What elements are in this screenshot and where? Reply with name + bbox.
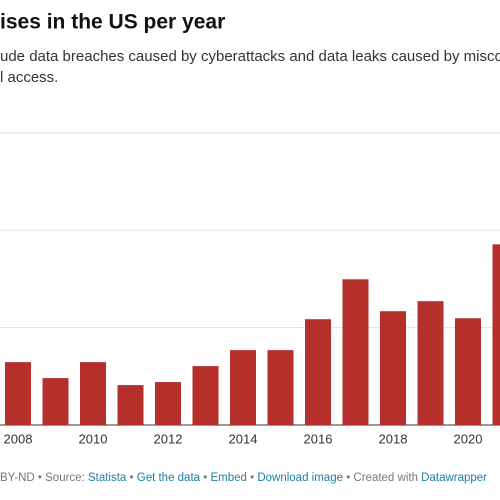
footer-link[interactable]: Embed [210, 472, 246, 484]
footer-text: • [200, 472, 210, 484]
footer-text: • [126, 472, 136, 484]
bar [417, 301, 444, 425]
x-tick-label: 2020 [454, 431, 483, 446]
footer-text: • Created with [343, 472, 421, 484]
x-tick-label: 2012 [154, 431, 183, 446]
x-tick-label: 2010 [79, 431, 108, 446]
chart-subtitle: ude data breaches caused by cyberattacks… [0, 48, 500, 65]
bar [80, 362, 106, 425]
x-tick-label: 2008 [4, 431, 33, 446]
bar [5, 362, 31, 425]
footer-link[interactable]: Statista [88, 472, 127, 484]
chart-title: ises in the US per year [0, 11, 225, 34]
bar [117, 385, 144, 425]
footer-link[interactable]: Datawrapper [421, 472, 487, 484]
footer-link[interactable]: Get the data [137, 472, 201, 484]
chart-subtitle: l access. [0, 69, 58, 86]
bar [380, 311, 406, 425]
x-tick-label: 2014 [229, 431, 258, 446]
footer-text: BY-ND • Source: [0, 472, 88, 484]
bar [455, 318, 481, 425]
bar [342, 279, 369, 425]
bar [230, 350, 256, 425]
footer: BY-ND • Source: Statista • Get the data … [0, 472, 487, 484]
x-tick-label: 2016 [304, 431, 333, 446]
bar [305, 319, 331, 425]
bar [42, 378, 69, 425]
bar [192, 366, 219, 425]
footer-text: • [247, 472, 257, 484]
x-tick-label: 2018 [379, 431, 408, 446]
bar [267, 350, 294, 425]
bar [492, 244, 500, 425]
footer-link[interactable]: Download image [257, 472, 343, 484]
bar [155, 382, 181, 425]
